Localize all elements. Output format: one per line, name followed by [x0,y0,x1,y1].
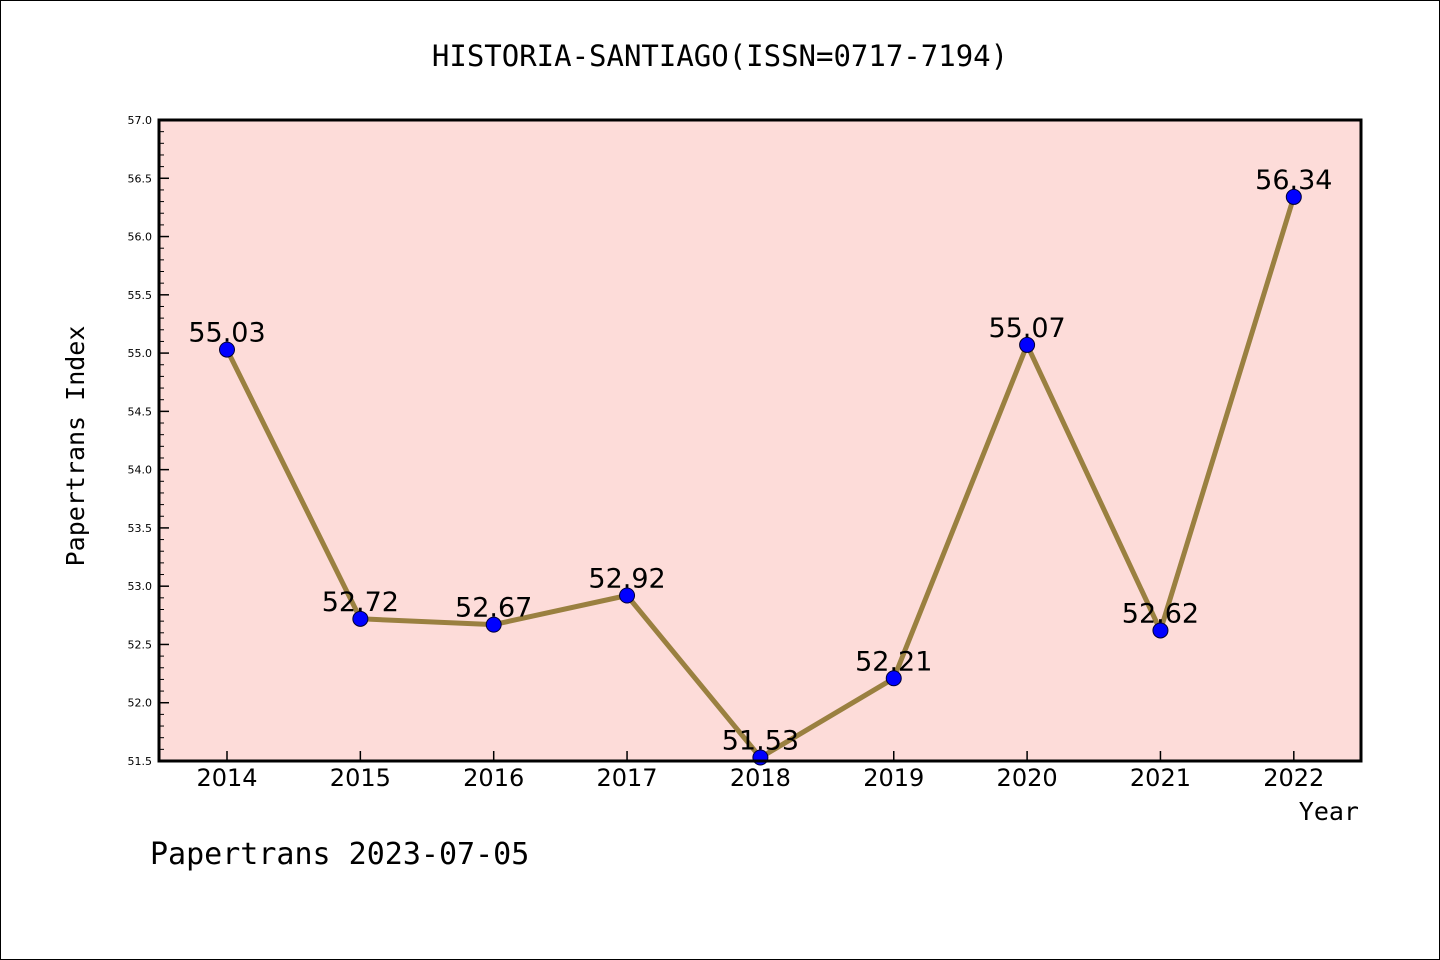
y-tick-label: 57.0 [128,114,153,127]
y-tick-label: 51.5 [128,755,153,768]
y-tick-label: 52.5 [128,638,153,651]
data-point [1152,622,1169,639]
y-tick-label: 54.5 [128,405,153,418]
y-tick-label: 52.0 [128,697,153,710]
data-label: 55.07 [988,313,1065,344]
x-tick-label: 2015 [330,764,391,792]
x-tick-label: 2016 [463,764,524,792]
y-tick-label: 55.5 [128,289,153,302]
data-point [1285,188,1302,205]
data-label: 52.62 [1122,598,1199,629]
data-label: 52.67 [455,593,532,624]
y-tick-label: 55.0 [128,347,153,360]
data-point [1019,336,1036,353]
x-tick-label: 2018 [730,764,791,792]
data-label: 56.34 [1255,165,1332,196]
x-tick-label: 2019 [863,764,924,792]
y-axis-label: Papertrans Index [61,326,90,567]
x-axis-label: Year [1299,797,1359,826]
data-point [885,670,902,687]
x-tick-label: 2014 [196,764,257,792]
data-labels: 55.03 52.72 52.67 52.92 51.53 52.21 55.07 52.62… [188,165,1332,757]
chart-title: HISTORIA-SANTIAGO(ISSN=0717-7194) [432,39,1008,73]
y-tick-label: 53.0 [128,580,153,593]
data-label: 52.21 [855,646,932,677]
plot-border [157,118,1363,763]
footer-caption: Papertrans 2023-07-05 [150,837,529,872]
x-tick-label: 2021 [1130,764,1191,792]
y-tick-label: 56.5 [128,172,153,185]
data-label: 55.03 [188,318,265,349]
data-point [619,587,636,604]
data-point [219,341,235,358]
data-point [352,610,369,627]
x-tick-label: 2017 [597,764,658,792]
y-tick-label: 54.0 [128,464,153,477]
data-label: 52.92 [588,564,665,595]
x-tick-label: 2020 [997,764,1058,792]
plot-area [159,120,1361,761]
y-axis-ticks: 51.5 52.0 52.5 53.0 53.5 54.0 54.5 55.0 55.5 56.0… [128,114,169,768]
data-label: 52.72 [322,587,399,618]
y-tick-label: 56.0 [128,231,153,244]
y-tick-label: 53.5 [128,522,153,535]
x-axis-ticks: 2014 2015 2016 2017 2018 2019 2020 2021 2022 [196,751,1324,792]
data-label: 51.53 [722,726,799,757]
data-point [485,616,502,633]
x-tick-label: 2022 [1263,764,1324,792]
data-markers [219,188,1302,766]
